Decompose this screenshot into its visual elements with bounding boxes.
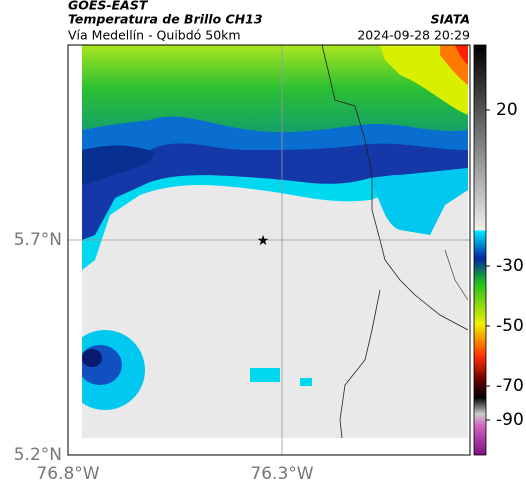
location-star: ★ — [257, 233, 270, 249]
colorbar — [473, 44, 487, 456]
title: GOES-EAST — [68, 0, 149, 13]
colorbar-label: 20 — [496, 100, 518, 120]
colorbar-label: -30 — [496, 256, 524, 276]
y-tick-label: 5.7°N — [14, 230, 62, 250]
colorbar-label: -50 — [496, 316, 524, 336]
source: SIATA — [431, 12, 470, 27]
brightness-field — [82, 45, 468, 438]
datetime: 2024-09-28 20:29 — [357, 28, 470, 43]
colorbar-label: -90 — [496, 410, 524, 430]
x-tick-label: 76.8°W — [36, 464, 99, 484]
route: Vía Medellín - Quibdó 50km — [68, 28, 241, 43]
map-frame — [67, 44, 471, 456]
x-tick-label: 76.3°W — [250, 464, 313, 484]
colorbar-label: -70 — [496, 376, 524, 396]
subtitle: Temperatura de Brillo CH13 — [68, 12, 263, 27]
y-tick-label: 5.2°N — [14, 445, 62, 465]
